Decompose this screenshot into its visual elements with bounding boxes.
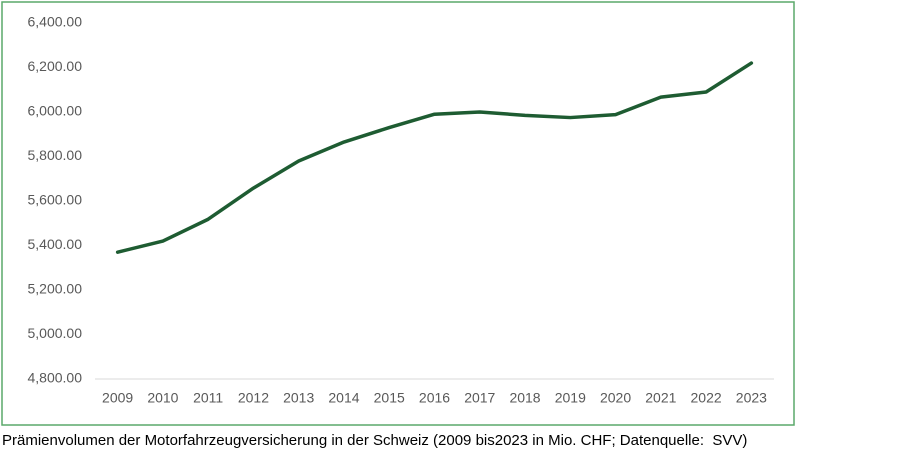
- y-tick-label: 6,200.00: [28, 58, 83, 74]
- caption: Prämienvolumen der Motorfahrzeugversiche…: [2, 432, 747, 449]
- x-tick-label: 2022: [691, 390, 722, 406]
- x-tick-label: 2015: [374, 390, 405, 406]
- x-tick-label: 2012: [238, 390, 269, 406]
- x-tick-label: 2018: [509, 390, 540, 406]
- x-tick-label: 2021: [645, 390, 676, 406]
- y-tick-label: 5,200.00: [28, 281, 83, 297]
- chart-border: [1, 1, 795, 426]
- x-tick-label: 2013: [283, 390, 314, 406]
- x-tick-label: 2011: [193, 390, 223, 406]
- y-tick-label: 5,600.00: [28, 192, 83, 208]
- x-tick-label: 2009: [102, 390, 133, 406]
- y-tick-label: 6,000.00: [28, 103, 83, 119]
- y-tick-label: 5,000.00: [28, 325, 83, 341]
- x-tick-label: 2010: [147, 390, 178, 406]
- x-tick-label: 2020: [600, 390, 631, 406]
- y-tick-label: 6,400.00: [28, 14, 83, 30]
- y-tick-label: 5,400.00: [28, 236, 83, 252]
- x-tick-label: 2017: [464, 390, 495, 406]
- x-tick-label: 2014: [328, 390, 359, 406]
- y-tick-label: 4,800.00: [28, 370, 83, 386]
- x-tick-label: 2019: [555, 390, 586, 406]
- line: [115, 61, 754, 254]
- y-tick-label: 5,800.00: [28, 147, 83, 163]
- x-tick-label: 2023: [736, 390, 767, 406]
- x-tick-label: 2016: [419, 390, 450, 406]
